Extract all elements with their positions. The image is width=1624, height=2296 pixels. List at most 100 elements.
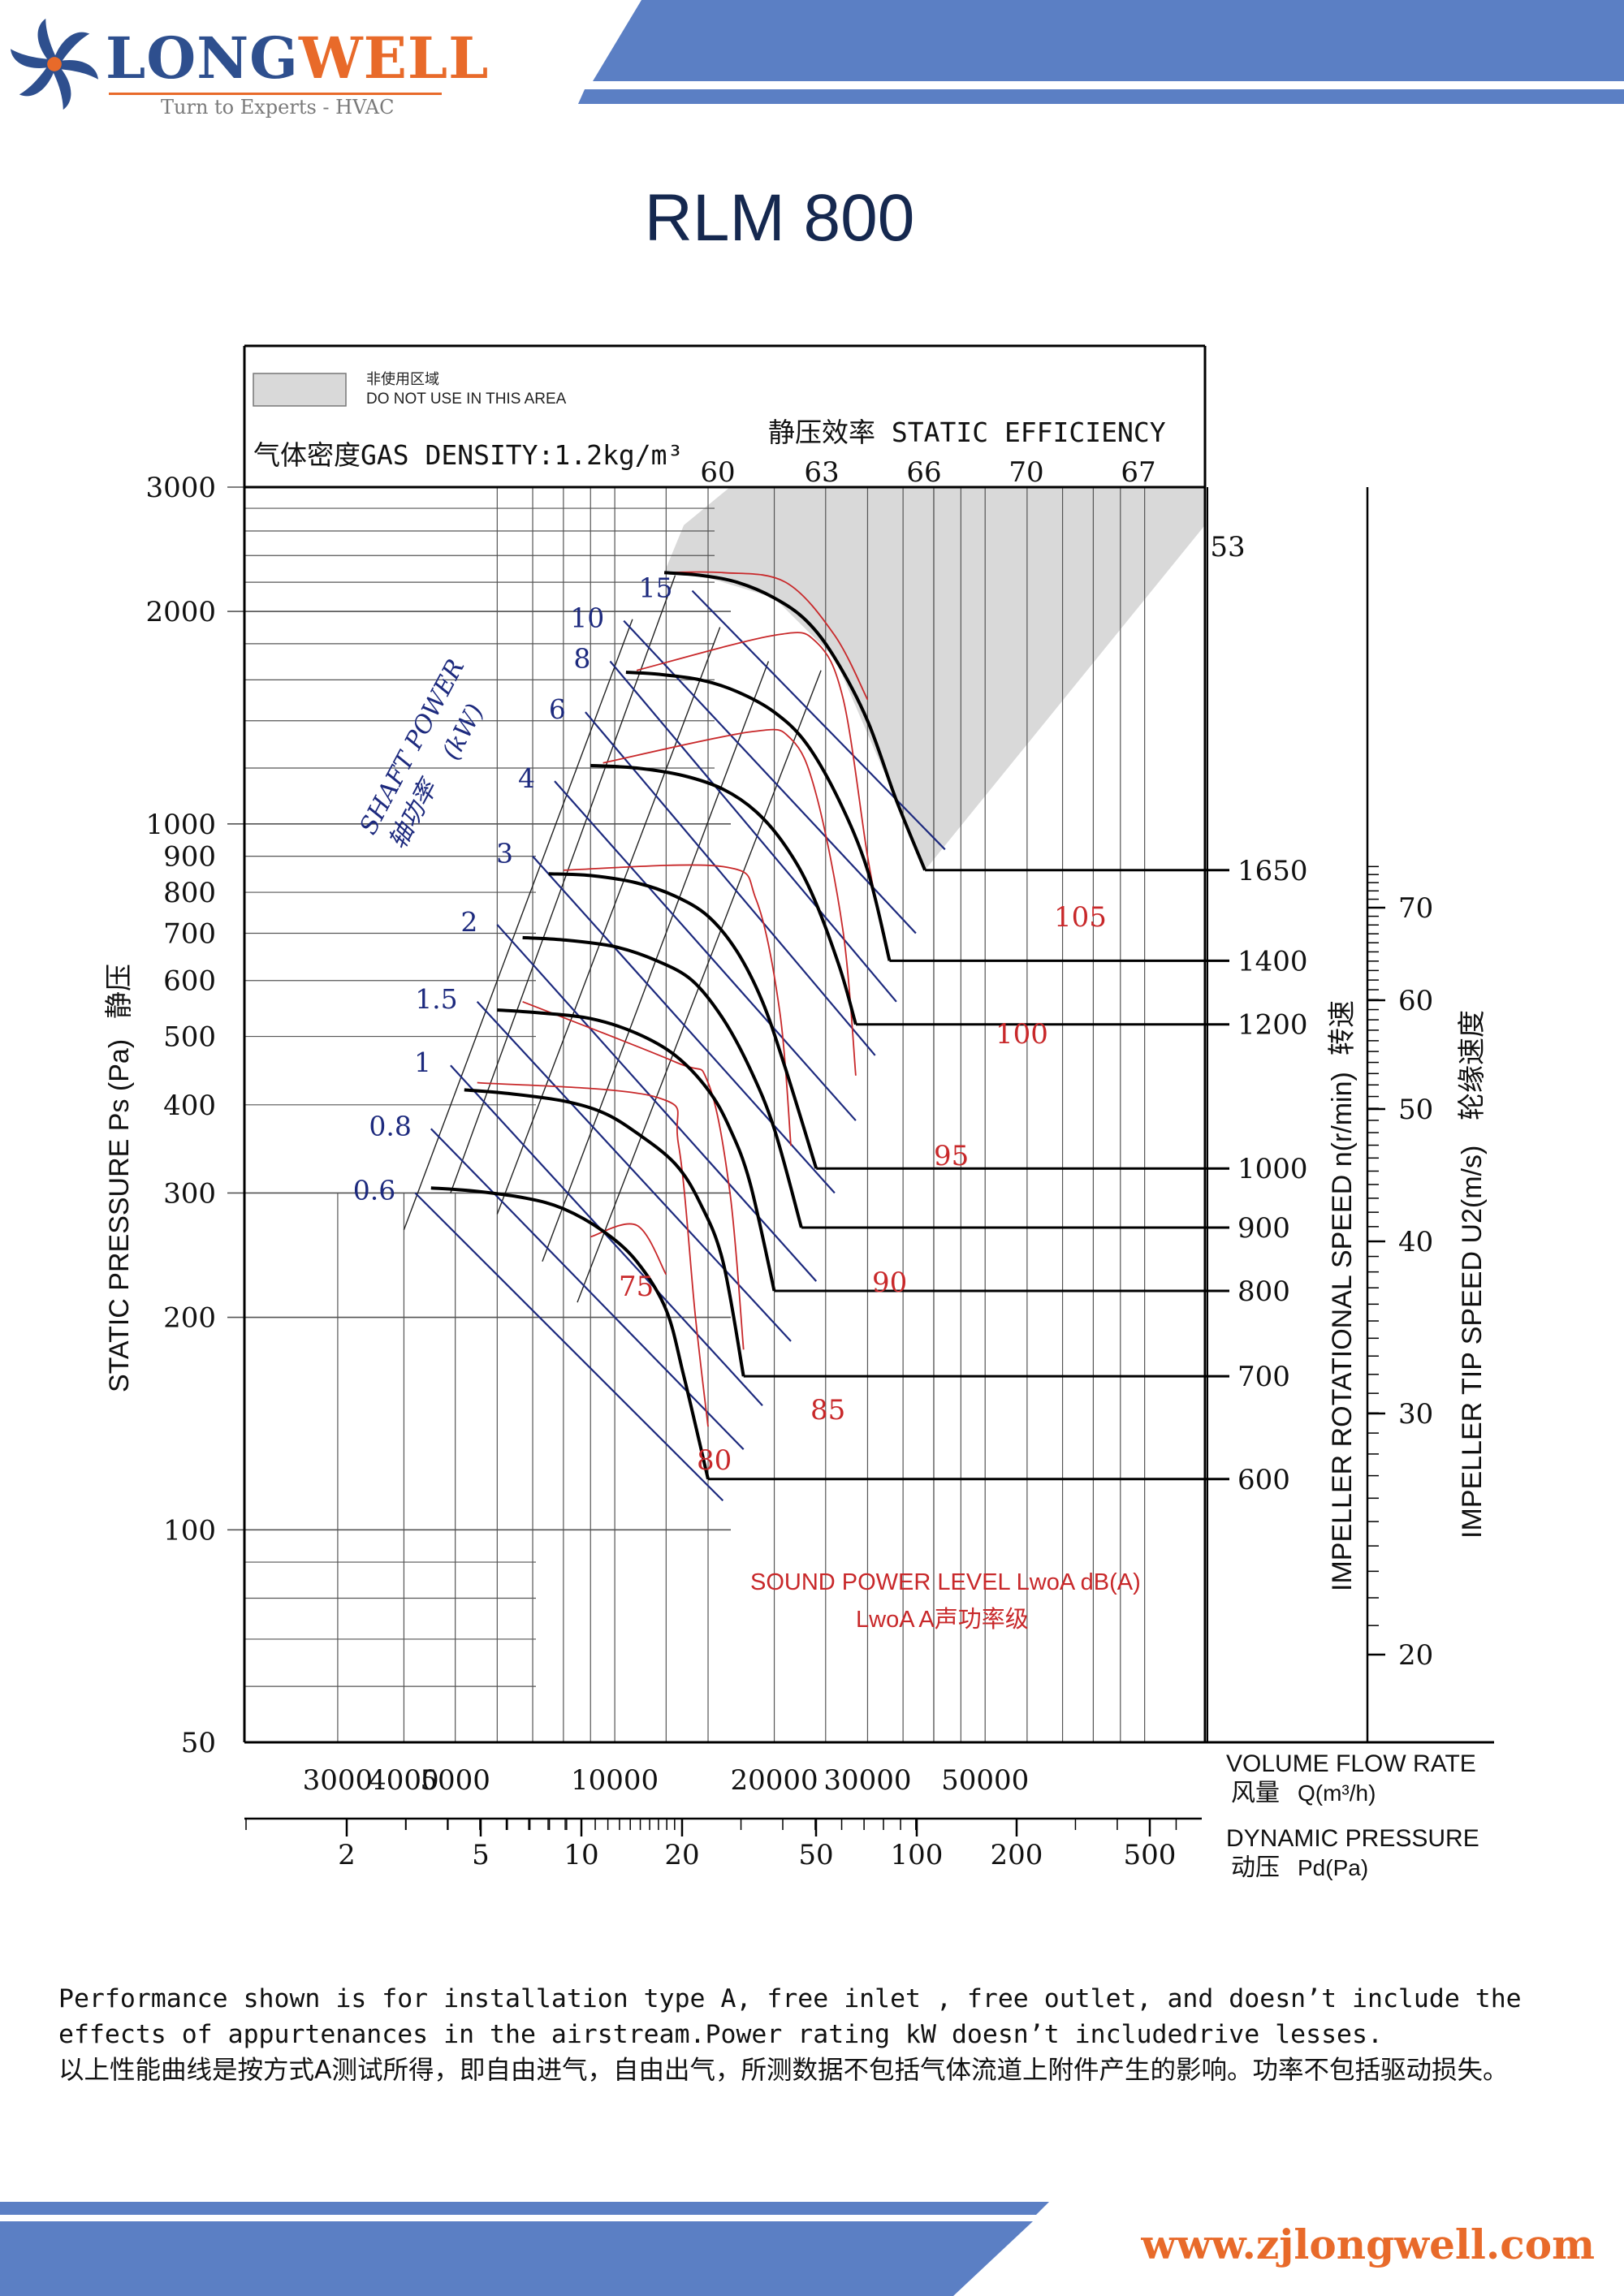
sound-power-title-cn: LwoA A声功率级 [856,1606,1029,1633]
x-tick-label: 20000 [730,1764,818,1797]
shaft-power-line [430,1128,745,1450]
footnote: Performance shown is for installation ty… [58,1981,1569,2088]
sound-power-curve [477,1081,709,1427]
tip-speed-tick-label: 50 [1398,1094,1433,1126]
footnote-en: Performance shown is for installation ty… [58,1984,1537,2049]
rpm-label: 1400 [1237,945,1308,978]
sound-power-title: SOUND POWER LEVEL LwoA dB(A) [750,1569,1141,1595]
fan-curve [590,763,857,1025]
y-tick-label: 3000 [145,472,216,504]
x-axis-title: VOLUME FLOW RATE [1226,1750,1476,1777]
dynamic-pressure-unit: Pd(Pa) [1298,1855,1368,1880]
fan-curve [497,1008,776,1292]
tip-speed-axis-title: IMPELLER TIP SPEED U2(m/s) [1457,1146,1488,1539]
rpm-label: 1000 [1237,1153,1308,1185]
shaft-power-label: 0.8 [369,1110,411,1142]
static-efficiency-value: 63 [804,456,839,489]
dynamic-pressure-tick-label: 100 [891,1839,944,1871]
y-tick-label: 1000 [145,809,216,841]
fan-curve [548,872,818,1169]
rpm-label: 800 [1237,1275,1290,1308]
brand-underline [109,93,442,95]
shaft-power-line [623,619,917,934]
tip-speed-tick-label: 20 [1398,1639,1433,1672]
rpm-label: 1650 [1237,855,1308,887]
dynamic-pressure-tick-label: 500 [1124,1839,1177,1871]
tip-speed-tick-label: 30 [1398,1398,1433,1431]
speed-axis-title-cn: 转速 [1326,1000,1358,1055]
dynamic-pressure-tick-label: 5 [472,1839,490,1871]
y-tick-label: 900 [163,841,216,874]
system-line [496,627,721,1215]
sound-power-value: 100 [996,1018,1048,1051]
top-band [578,0,1624,104]
rpm-label: 1200 [1237,1009,1308,1042]
x-tick-label: 30000 [823,1764,911,1797]
sound-power-value: 75 [619,1271,654,1303]
y-tick-label: 50 [181,1727,216,1759]
dynamic-pressure-tick-label: 2 [338,1839,356,1871]
y-tick-label: 600 [163,965,216,998]
x-tick-label: 10000 [571,1764,659,1797]
sound-power-curve [522,1000,745,1350]
shaft-power-label: 3 [496,838,513,870]
y-tick-label: 700 [163,918,216,951]
fan-curve [522,935,803,1228]
shaft-power-label: 1 [414,1047,431,1078]
system-line [403,619,633,1231]
fan-logo-icon [11,18,98,110]
fan-curve [625,671,892,961]
shaft-power-label: 8 [573,642,590,674]
shaft-power-line [532,855,836,1194]
y-tick-label: 400 [163,1090,216,1122]
shaft-power-line [414,1192,724,1502]
brand-tagline: Turn to Experts - HVAC [161,96,395,119]
tip-speed-axis-title-cn: 轮缘速度 [1456,1010,1488,1120]
gas-density: 气体密度GAS DENSITY:1.2kg/m³ [253,439,683,471]
page-title: RLM 800 [644,181,915,255]
rpm-label: 700 [1237,1361,1290,1393]
no-use-area-label-en: DO NOT USE IN THIS AREA [366,391,567,408]
shaft-power-label: 2 [460,906,477,938]
bottom-band [0,2202,1049,2296]
shaft-power-line [496,924,818,1282]
static-efficiency-value: 70 [1009,456,1043,489]
brand-name: LONGWELL [106,24,490,92]
static-efficiency-value: 66 [906,456,941,489]
shaft-power-label: 4 [518,762,535,794]
static-efficiency-value: 60 [700,456,735,489]
sound-power-value: 95 [934,1140,969,1172]
dynamic-pressure-title: DYNAMIC PRESSURE [1226,1825,1479,1852]
y-axis-title-cn: 静压 [103,964,136,1019]
dynamic-pressure-tick-label: 200 [991,1839,1043,1871]
x-axis-title-cn: 风量 [1231,1779,1280,1807]
y-axis-title: STATIC PRESSURE Ps (Pa) [104,1039,135,1392]
x-tick-label: 5000 [420,1764,490,1797]
no-use-area-swatch [253,373,347,407]
x-axis-unit: Q(m³/h) [1298,1780,1376,1806]
rpm-label: 900 [1237,1212,1290,1245]
y-tick-label: 200 [163,1302,216,1335]
no-use-area [664,487,1205,870]
static-efficiency-title: 静压效率 STATIC EFFICIENCY [768,416,1166,448]
dynamic-pressure-tick-label: 50 [798,1839,833,1871]
fan-curve [464,1088,745,1377]
speed-axis-title: IMPELLER ROTATIONAL SPEED n(r/min) [1327,1072,1358,1591]
y-tick-label: 500 [163,1021,216,1054]
y-tick-label: 800 [163,877,216,909]
dynamic-pressure-title-cn: 动压 [1231,1854,1280,1882]
shaft-power-label: 10 [570,602,604,634]
fan-curve [663,571,926,871]
sound-power-curve [636,632,883,934]
sound-power-curve [664,571,869,701]
y-tick-label: 100 [163,1514,216,1547]
shaft-power-line [609,660,897,1003]
sound-power-value: 85 [810,1394,845,1426]
x-tick-label: 50000 [941,1764,1029,1797]
fan-curve [430,1186,710,1480]
dynamic-pressure-tick-label: 10 [564,1839,598,1871]
rpm-label: 600 [1237,1464,1290,1496]
website-url[interactable]: www.zjlongwell.com [1141,2220,1595,2268]
tip-speed-tick-label: 70 [1398,892,1433,925]
